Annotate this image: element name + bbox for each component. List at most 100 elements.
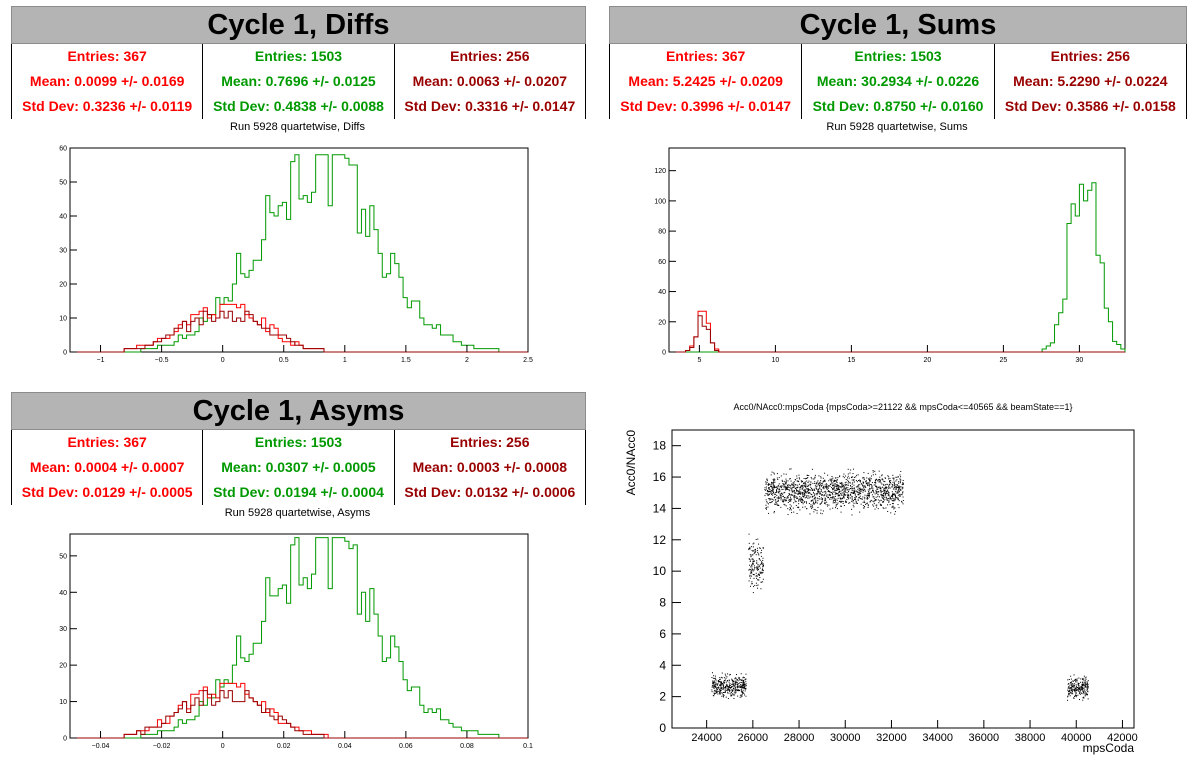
scatter-point — [719, 677, 721, 679]
scatter-point — [765, 499, 767, 501]
scatter-point — [879, 500, 881, 502]
scatter-point — [890, 482, 892, 484]
scatter-point — [742, 680, 744, 682]
scatter-point — [849, 481, 851, 483]
scatter-point — [894, 485, 896, 487]
scatter-point — [796, 487, 798, 489]
x-tick-label: 5 — [697, 357, 701, 364]
scatter-point — [861, 483, 863, 485]
scatter-point — [772, 491, 774, 493]
scatter-point — [712, 684, 714, 686]
scatter-point — [713, 693, 715, 695]
scatter-point — [766, 481, 768, 483]
scatter-point — [753, 561, 755, 563]
scatter-point — [834, 507, 836, 509]
scatter-point — [823, 488, 825, 490]
scatter-point — [725, 696, 727, 698]
scatter-point — [868, 482, 870, 484]
scatter-point — [885, 487, 887, 489]
scatter-point — [843, 488, 845, 490]
scatter-point — [878, 502, 880, 504]
scatter-point — [741, 693, 743, 695]
scatter-point — [745, 683, 747, 685]
scatter-point — [720, 683, 722, 685]
scatter-point — [874, 480, 876, 482]
x-tick-label: 2.5 — [523, 357, 533, 364]
scatter-point — [859, 489, 861, 491]
scatter-point — [793, 502, 795, 504]
scatter-point — [855, 496, 857, 498]
scatter-point — [815, 499, 817, 501]
scatter-point — [1075, 696, 1077, 698]
scatter-point — [837, 477, 839, 479]
std-label: Std Dev: 0.3586 +/- 0.0158 — [1004, 98, 1176, 114]
scatter-point — [901, 501, 903, 503]
y-tick-label: 0 — [662, 350, 666, 357]
scatter-point — [847, 473, 849, 475]
scatter-point — [802, 486, 804, 488]
scatter-point — [869, 488, 871, 490]
scatter-point — [896, 486, 898, 488]
scatter-point — [767, 493, 769, 495]
scatter-point — [770, 483, 772, 485]
scatter-point — [816, 493, 818, 495]
scatter-point — [787, 486, 789, 488]
scatter-point — [759, 565, 761, 567]
scatter-point — [1077, 694, 1079, 696]
scatter-point — [864, 489, 866, 491]
scatter-point — [857, 474, 859, 476]
scatter-point — [845, 487, 847, 489]
x-tick-label: 28000 — [784, 732, 815, 744]
x-tick-label: 0 — [221, 357, 225, 364]
scatter-point — [852, 482, 854, 484]
scatter-point — [837, 489, 839, 491]
scatter-point — [840, 487, 842, 489]
scatter-point — [894, 499, 896, 501]
scatter-point — [894, 491, 896, 493]
scatter-point — [822, 481, 824, 483]
scatter-point — [883, 487, 885, 489]
scatter-point — [760, 581, 762, 583]
plot-frame — [668, 147, 1126, 353]
scatter-point — [777, 484, 779, 486]
scatter-point — [839, 494, 841, 496]
scatter-point — [770, 502, 772, 504]
scatter-point — [896, 491, 898, 493]
scatter-point — [721, 695, 723, 697]
scatter-point — [734, 684, 736, 686]
scatter-point — [735, 674, 737, 676]
scatter-point — [902, 482, 904, 484]
y-tick-label: 18 — [653, 439, 667, 453]
scatter-point — [800, 498, 802, 500]
scatter-point — [859, 495, 861, 497]
scatter-point — [816, 488, 818, 490]
scatter-point — [773, 497, 775, 499]
scatter-point — [836, 482, 838, 484]
scatter-point — [753, 577, 755, 579]
scatter-point — [1083, 697, 1085, 699]
scatter-point — [853, 468, 855, 470]
scatter-point — [868, 484, 870, 486]
scatter-point — [885, 491, 887, 493]
scatter-point — [718, 687, 720, 689]
scatter-point — [1079, 693, 1081, 695]
scatter-point — [807, 497, 809, 499]
scatter-point — [848, 490, 850, 492]
scatter-point — [768, 483, 770, 485]
scatter-point — [874, 482, 876, 484]
scatter-point — [809, 489, 811, 491]
scatter-point — [893, 498, 895, 500]
scatter-point — [868, 492, 870, 494]
scatter-point — [798, 490, 800, 492]
y-tick-label: 80 — [658, 229, 666, 236]
scatter-point — [743, 686, 745, 688]
y-tick-label: 14 — [653, 501, 667, 515]
scatter-point — [834, 493, 836, 495]
scatter-point — [779, 489, 781, 491]
scatter-point — [822, 477, 824, 479]
scatter-point — [731, 679, 733, 681]
scatter-point — [835, 505, 837, 507]
scatter-point — [830, 494, 832, 496]
scatter-point — [839, 491, 841, 493]
